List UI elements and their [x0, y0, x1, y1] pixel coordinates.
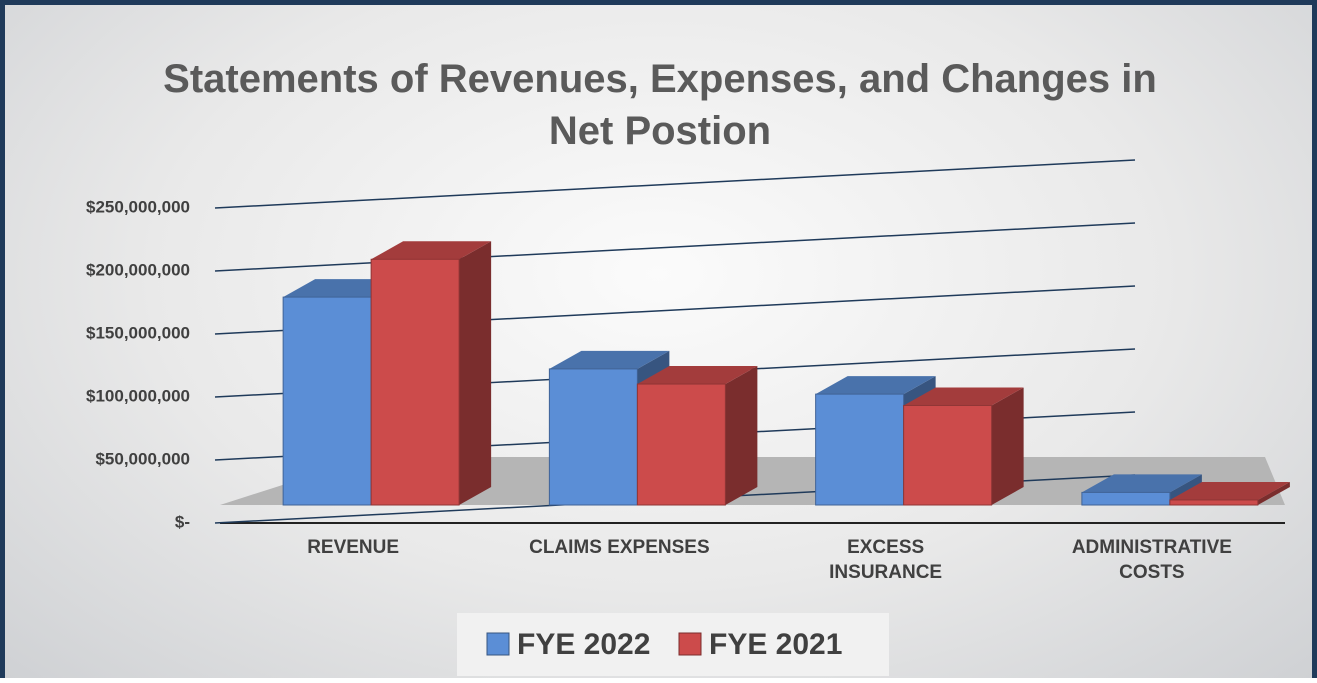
bar: [370, 241, 492, 506]
bar-top: [637, 366, 758, 385]
grid-line: [214, 159, 1136, 209]
y-tick-label: $200,000,000: [86, 260, 190, 279]
x-tick-label: CLAIMS EXPENSES: [529, 537, 710, 558]
bar-side: [1257, 481, 1290, 505]
chart: Statements of Revenues, Expenses, and Ch…: [86, 57, 1290, 661]
bar-top: [903, 387, 1024, 406]
bar-side: [459, 241, 492, 506]
legend-box: [457, 613, 889, 676]
y-tick-label: $50,000,000: [95, 449, 190, 468]
bar: [1169, 481, 1290, 506]
bar-front: [815, 393, 905, 506]
legend-swatch: [678, 632, 702, 656]
bar-top: [549, 350, 670, 369]
bar-side: [725, 366, 758, 505]
legend-label: FYE 2022: [517, 628, 650, 661]
bar: [636, 366, 758, 506]
bar-side: [991, 387, 1024, 505]
bar-front: [1081, 491, 1171, 506]
bar-front: [636, 383, 726, 506]
bar: [903, 387, 1024, 506]
y-tick-label: $100,000,000: [86, 386, 190, 405]
bar-front: [282, 296, 372, 506]
bar-front: [1169, 499, 1259, 506]
bar-top: [371, 241, 492, 260]
bar-front: [370, 258, 460, 506]
x-tick-label: REVENUE: [307, 537, 400, 558]
legend-swatch: [486, 632, 510, 656]
bar-top: [815, 376, 936, 395]
bar-top: [1081, 474, 1202, 493]
grid-line: [214, 222, 1136, 272]
x-tick-label: EXCESS INSURANCE: [829, 537, 943, 583]
y-tick-label: $-: [175, 512, 190, 531]
y-tick-label: $150,000,000: [86, 323, 190, 342]
chart-title: Statements of Revenues, Expenses, and Ch…: [163, 57, 1157, 153]
bar-top: [1169, 481, 1290, 500]
bar-front: [548, 368, 638, 506]
legend-label: FYE 2021: [709, 628, 842, 661]
y-tick-label: $250,000,000: [86, 197, 190, 216]
x-tick-label: ADMINISTRATIVE COSTS: [1071, 537, 1232, 583]
bar-front: [903, 404, 993, 506]
